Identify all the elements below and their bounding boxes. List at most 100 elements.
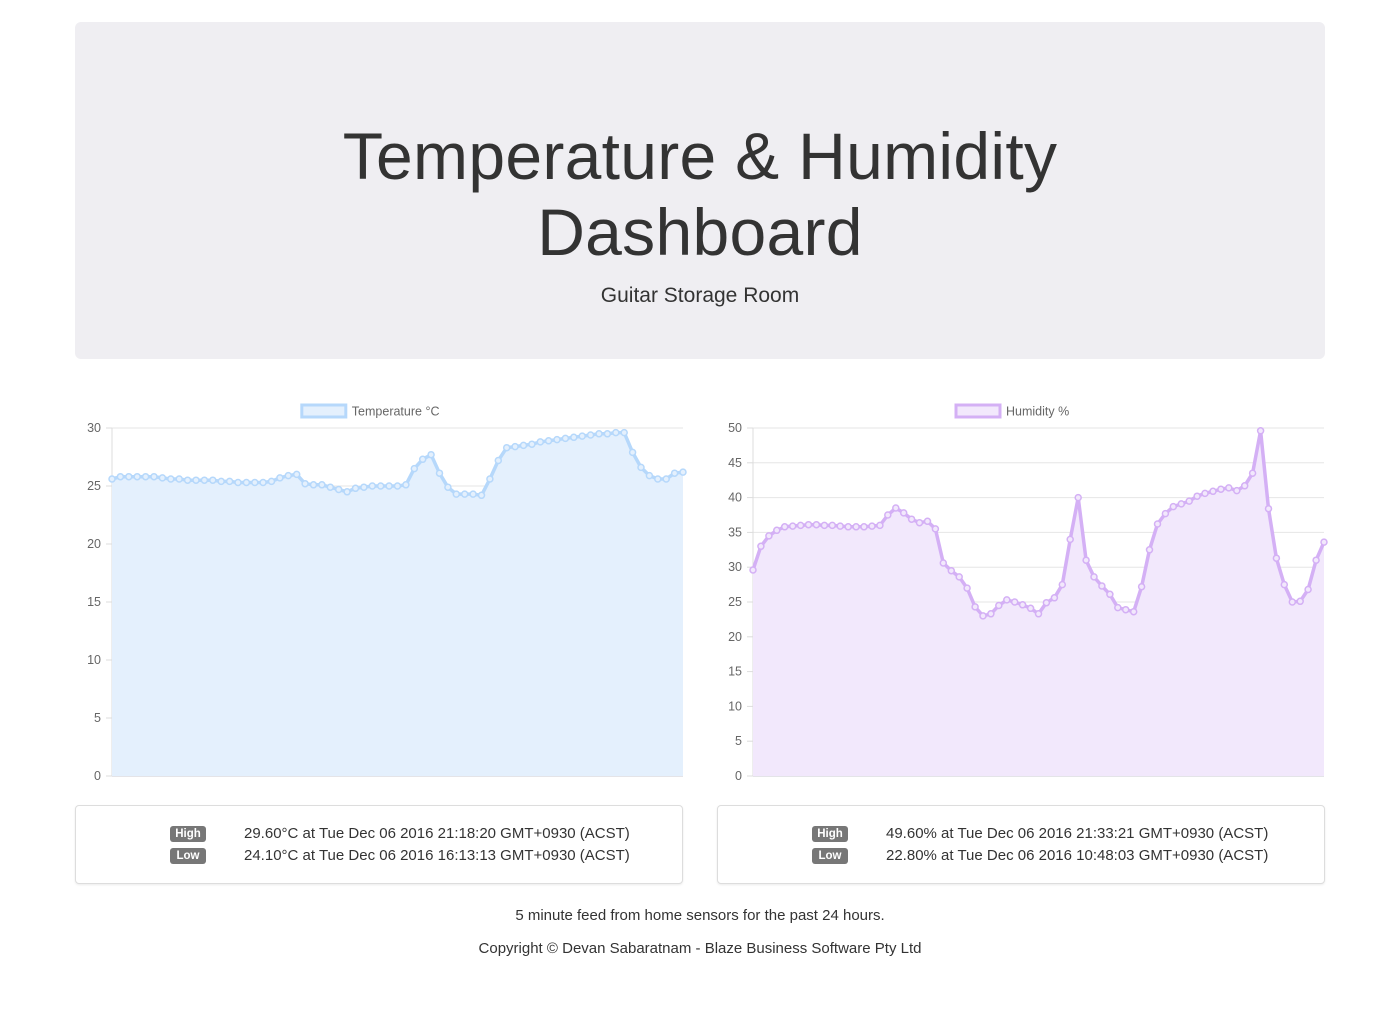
humidity-data-point: [1050, 594, 1059, 602]
temperature-chart: Temperature °C 0 5 10 15 20 25 30: [75, 392, 689, 792]
temperature-data-point: [452, 490, 461, 498]
header-jumbotron: Temperature & Humidity Dashboard Guitar …: [75, 22, 1325, 359]
humidity-data-point: [1161, 509, 1170, 518]
humidity-data-point: [1225, 484, 1233, 492]
humidity-y-tick-label: 5: [735, 734, 742, 748]
temperature-data-point: [418, 455, 427, 464]
copyright-text: Copyright © Devan Sabaratnam - Blaze Bus…: [478, 940, 922, 957]
temperature-data-point: [376, 482, 385, 490]
page-title-line2: Dashboard: [537, 195, 863, 269]
humidity-area-fill: [753, 430, 1324, 776]
temperature-low-text: 24.10°C at Tue Dec 06 2016 16:13:13 GMT+…: [244, 847, 630, 864]
humidity-data-point: [796, 521, 805, 530]
temperature-data-point: [351, 484, 360, 493]
humidity-data-point: [1217, 485, 1225, 493]
page-title: Temperature & Humidity Dashboard: [75, 118, 1325, 270]
temperature-data-point: [259, 478, 267, 487]
humidity-y-tick-label: 0: [735, 769, 742, 783]
temperature-data-point: [502, 443, 511, 452]
temperature-high-text: 29.60°C at Tue Dec 06 2016 21:18:20 GMT+…: [244, 825, 630, 842]
temperature-y-tick-label: 30: [87, 421, 101, 435]
humidity-data-point: [757, 542, 765, 551]
humidity-data-point: [844, 523, 852, 531]
temperature-y-tick-label: 0: [94, 769, 101, 783]
temperature-data-point: [460, 490, 469, 498]
humidity-data-point: [892, 504, 900, 512]
humidity-data-point: [804, 520, 813, 529]
humidity-data-point: [1010, 598, 1019, 606]
humidity-data-point: [931, 525, 940, 533]
temperature-data-point: [553, 435, 561, 444]
humidity-data-point: [1074, 493, 1082, 502]
humidity-data-point: [1296, 597, 1304, 606]
humidity-data-point: [1145, 546, 1154, 554]
humidity-data-point: [1233, 486, 1241, 495]
temperature-data-point: [570, 433, 578, 442]
temperature-data-point: [561, 434, 570, 443]
humidity-low-row: Low 22.80% at Tue Dec 06 2016 10:48:03 G…: [718, 845, 1324, 867]
humidity-data-point: [1018, 601, 1027, 609]
temperature-data-point: [444, 483, 452, 491]
humidity-data-point: [1114, 603, 1122, 612]
humidity-stats-panel: High 49.60% at Tue Dec 06 2016 21:33:21 …: [717, 805, 1325, 884]
temperature-data-point: [192, 476, 200, 484]
humidity-data-point: [1129, 607, 1138, 616]
humidity-data-point: [1066, 535, 1074, 544]
temperature-data-point: [519, 441, 528, 450]
humidity-data-point: [1280, 580, 1289, 589]
temperature-data-point: [670, 469, 679, 477]
temperature-area-fill: [112, 432, 683, 776]
temperature-data-point: [435, 469, 444, 477]
humidity-data-point: [884, 511, 892, 519]
humidity-data-point: [820, 521, 829, 530]
humidity-y-tick-label: 45: [728, 456, 742, 470]
humidity-legend: Humidity %: [954, 403, 1069, 419]
humidity-data-point: [1320, 538, 1328, 546]
humidity-data-point: [1177, 500, 1186, 508]
temperature-data-point: [225, 477, 234, 486]
humidity-data-point: [773, 526, 781, 535]
humidity-data-point: [947, 566, 956, 575]
humidity-data-point: [1098, 582, 1106, 590]
temperature-legend-label: Temperature °C: [352, 405, 440, 419]
humidity-chart: Humidity % 0 5 10 15 20 25 30 35 40 45 50: [716, 392, 1330, 792]
temperature-data-point: [368, 482, 377, 490]
temperature-data-point: [125, 472, 133, 481]
humidity-data-point: [915, 518, 924, 527]
temperature-data-point: [410, 464, 419, 473]
humidity-data-point: [971, 603, 979, 611]
temperature-y-tick-label: 25: [87, 479, 101, 493]
humidity-data-point: [780, 523, 789, 531]
humidity-data-point: [939, 559, 948, 567]
temperature-data-point: [116, 472, 125, 481]
humidity-data-point: [1304, 585, 1312, 594]
temperature-data-point: [150, 472, 158, 481]
humidity-data-point: [1003, 596, 1011, 604]
temperature-data-point: [586, 431, 595, 439]
humidity-data-point: [1288, 598, 1297, 606]
humidity-data-point: [868, 522, 876, 530]
temperature-legend: Temperature °C: [300, 403, 440, 419]
humidity-data-point: [1201, 489, 1209, 498]
temperature-data-point: [637, 463, 645, 472]
temperature-data-point: [167, 475, 175, 483]
humidity-data-point: [812, 520, 821, 529]
humidity-data-point: [1256, 427, 1265, 435]
temperature-y-tick-label: 20: [87, 537, 101, 551]
temperature-data-point: [402, 481, 410, 489]
humidity-data-point: [1106, 590, 1114, 599]
humidity-legend-swatch: [954, 403, 1002, 419]
humidity-high-text: 49.60% at Tue Dec 06 2016 21:33:21 GMT+0…: [886, 825, 1269, 842]
humidity-data-point: [1209, 487, 1217, 496]
temperature-data-point: [242, 478, 251, 487]
temperature-data-point: [393, 482, 402, 490]
humidity-y-tick-label: 30: [728, 560, 742, 574]
temperature-data-point: [578, 432, 586, 440]
temperature-data-point: [654, 475, 662, 483]
temperature-data-point: [334, 485, 343, 494]
humidity-data-point: [1090, 573, 1098, 581]
temperature-data-point: [108, 475, 116, 483]
humidity-data-point: [987, 610, 995, 618]
humidity-data-point: [1026, 604, 1035, 613]
humidity-data-point: [765, 532, 773, 540]
